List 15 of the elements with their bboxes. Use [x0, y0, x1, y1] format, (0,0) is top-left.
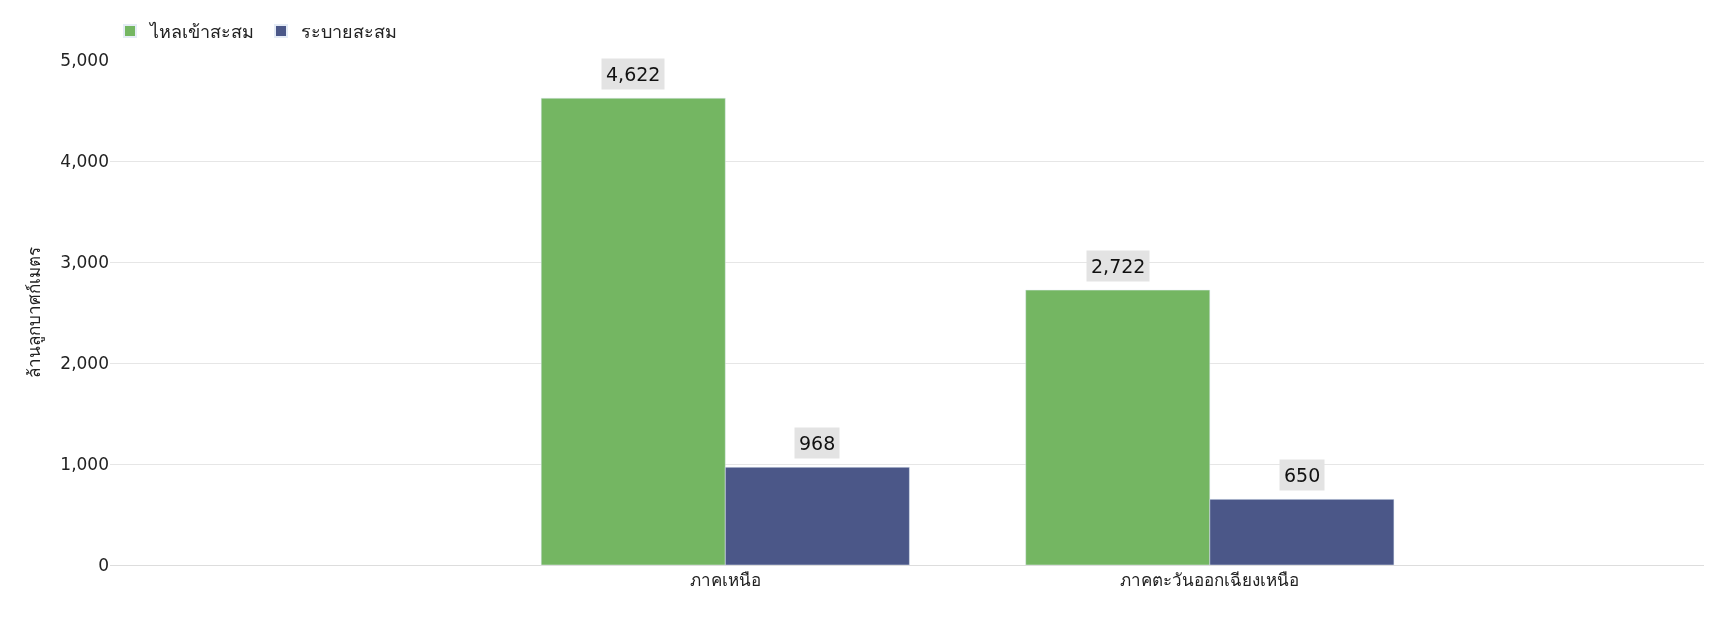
- legend-label: ไหลเข้าสะสม: [148, 21, 254, 43]
- data-label: 968: [799, 432, 836, 454]
- legend-label: ระบายสะสม: [301, 21, 397, 43]
- x-tick-label: ภาคตะวันออกเฉียงเหนือ: [1120, 570, 1300, 591]
- y-tick-label: 4,000: [60, 150, 109, 171]
- data-label: 2,722: [1091, 255, 1146, 277]
- x-tick-label: ภาคเหนือ: [689, 570, 761, 591]
- y-tick-label: 1,000: [60, 453, 109, 474]
- y-tick-label: 2,000: [60, 352, 109, 373]
- y-tick-label: 3,000: [60, 251, 109, 272]
- y-tick-label: 5,000: [60, 49, 109, 70]
- y-tick-label: 0: [98, 554, 109, 575]
- y-axis-title: ล้านลูกบาศก์เมตร: [23, 247, 45, 378]
- data-label: 4,622: [606, 63, 661, 85]
- data-label: 650: [1284, 464, 1321, 486]
